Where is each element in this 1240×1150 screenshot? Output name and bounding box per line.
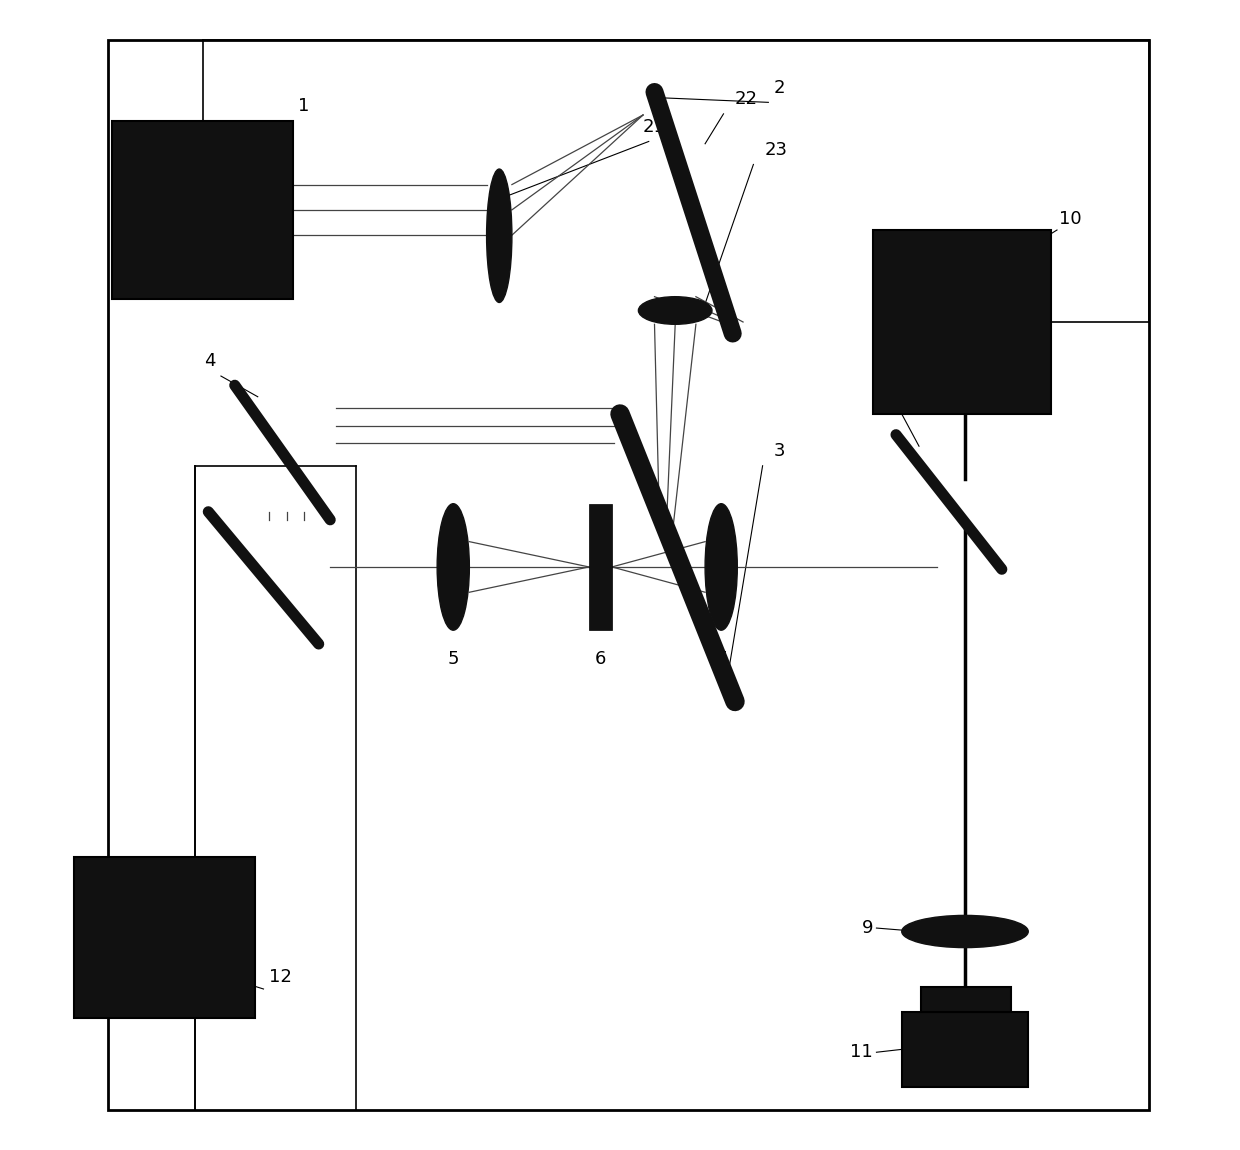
- Text: 6: 6: [595, 650, 606, 668]
- Bar: [921, 987, 1011, 1012]
- Ellipse shape: [706, 504, 738, 630]
- Bar: [901, 1012, 1028, 1087]
- Text: 1: 1: [298, 97, 309, 115]
- Bar: [112, 121, 294, 299]
- Text: 3: 3: [774, 442, 786, 460]
- Bar: [589, 504, 613, 630]
- Text: 9: 9: [862, 919, 873, 937]
- Text: 22: 22: [735, 90, 758, 108]
- Ellipse shape: [486, 169, 512, 302]
- Text: 11: 11: [851, 1043, 873, 1061]
- Text: 5: 5: [448, 650, 459, 668]
- Ellipse shape: [639, 297, 712, 324]
- Bar: [73, 857, 255, 1018]
- Text: 21: 21: [644, 117, 666, 136]
- Ellipse shape: [438, 504, 470, 630]
- Text: 2: 2: [774, 78, 786, 97]
- Bar: [873, 230, 1052, 414]
- Text: 23: 23: [765, 140, 787, 159]
- Ellipse shape: [901, 915, 1028, 948]
- Text: 12: 12: [269, 967, 293, 986]
- Text: 81: 81: [908, 390, 930, 408]
- Text: 10: 10: [1059, 209, 1083, 228]
- Text: 4: 4: [203, 352, 216, 370]
- Text: 7: 7: [715, 650, 727, 668]
